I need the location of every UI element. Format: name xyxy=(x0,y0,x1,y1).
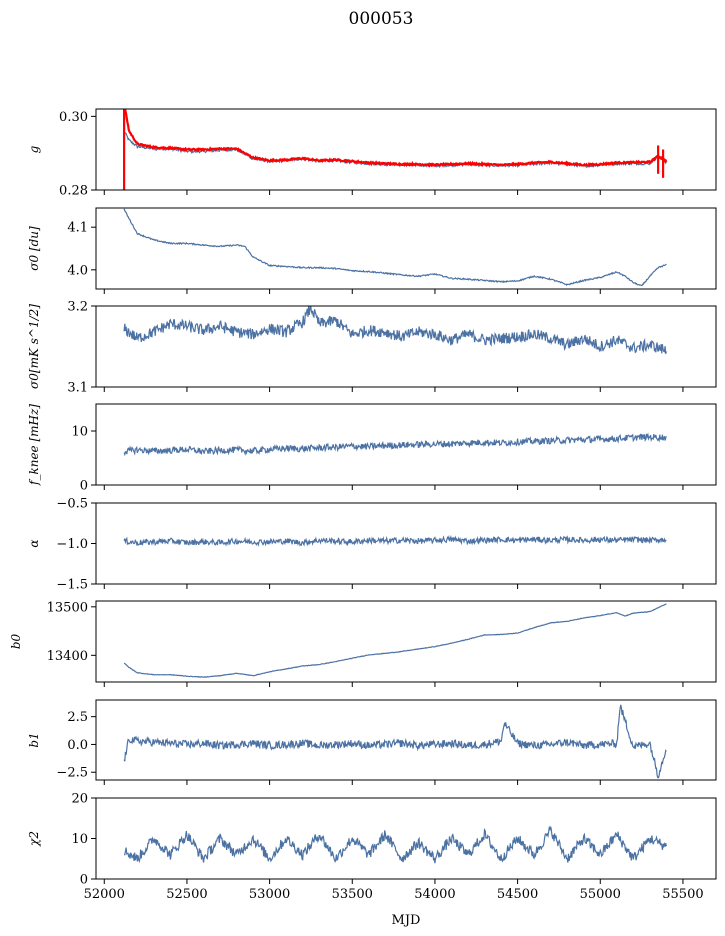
y-tick-label: −1.5 xyxy=(56,578,88,593)
axes-frame xyxy=(95,305,717,388)
x-tick-label: 53500 xyxy=(332,887,373,902)
panel-6: 13400 13500 b0 xyxy=(9,600,717,687)
y-axis-label: g xyxy=(27,145,41,153)
x-axis-label: MJD xyxy=(392,913,421,928)
y-tick-label: 10 xyxy=(71,832,88,847)
series-line xyxy=(123,603,667,678)
axes-frame xyxy=(95,600,717,683)
y-axis-label: χ2 xyxy=(27,831,41,847)
y-tick-label: 3.2 xyxy=(67,300,88,315)
y-tick-label: 13400 xyxy=(47,649,88,664)
series-line xyxy=(123,208,667,287)
series-line xyxy=(123,704,667,779)
figure-title: 000053 xyxy=(349,9,414,29)
series-line xyxy=(123,534,667,547)
y-tick-label: 0.28 xyxy=(59,184,88,199)
panels: 0.28 0.30 g 4.0 4.1 σ0 [du] 3.1 3.2 σ0[mK s^1/2]… xyxy=(9,108,717,902)
x-tick-label: 54500 xyxy=(497,887,538,902)
y-tick-label: −1.0 xyxy=(56,537,88,552)
axes-frame xyxy=(95,207,717,290)
y-axis-label: α xyxy=(27,539,41,547)
panel-1: 0.28 0.30 g xyxy=(27,108,717,199)
y-tick-label: 0.30 xyxy=(59,110,88,125)
y-tick-label: 4.0 xyxy=(67,263,88,278)
x-tick-label: 54000 xyxy=(414,887,455,902)
y-tick-label: −2.5 xyxy=(56,766,88,781)
series-line xyxy=(123,306,667,354)
y-axis-label: σ0[mK s^1/2] xyxy=(27,304,41,389)
y-tick-label: 3.1 xyxy=(67,381,88,396)
series-line xyxy=(123,825,667,864)
y-tick-label: −0.5 xyxy=(56,497,88,512)
panel-7: −2.5 0.0 2.5 b1 xyxy=(27,699,717,785)
y-tick-label: 0.0 xyxy=(67,738,88,753)
y-tick-label: 4.1 xyxy=(67,221,88,236)
axes-frame xyxy=(95,699,717,781)
x-tick-label: 55000 xyxy=(580,887,621,902)
x-tick-label: 55500 xyxy=(662,887,703,902)
panel-4: 0 10 f_knee [mHz] xyxy=(27,403,717,494)
y-axis-label: b0 xyxy=(9,633,23,649)
y-tick-label: 2.5 xyxy=(67,710,88,725)
axes-frame xyxy=(95,108,717,191)
y-tick-label: 10 xyxy=(71,425,88,440)
overlay-line xyxy=(123,109,668,168)
x-tick-label: 53000 xyxy=(249,887,290,902)
series-line xyxy=(123,432,667,457)
y-tick-label: 0 xyxy=(80,479,88,494)
panel-2: 4.0 4.1 σ0 [du] xyxy=(27,207,717,294)
y-axis-label: b1 xyxy=(27,732,41,747)
y-axis-label: f_knee [mHz] xyxy=(27,404,41,486)
axes-frame xyxy=(95,403,717,486)
x-tick-label: 52500 xyxy=(166,887,207,902)
y-tick-label: 13500 xyxy=(47,600,88,615)
y-tick-label: 0 xyxy=(80,873,88,888)
y-axis-label: σ0 [du] xyxy=(27,226,41,271)
panel-8: 0 10 20 52000 52500 53000 53500 54000 54500 55000… xyxy=(27,792,717,902)
panel-5: −1.5 −1.0 −0.5 α xyxy=(27,497,717,593)
x-tick-label: 52000 xyxy=(84,887,125,902)
y-tick-label: 20 xyxy=(71,792,88,807)
panel-3: 3.1 3.2 σ0[mK s^1/2] xyxy=(27,300,717,396)
